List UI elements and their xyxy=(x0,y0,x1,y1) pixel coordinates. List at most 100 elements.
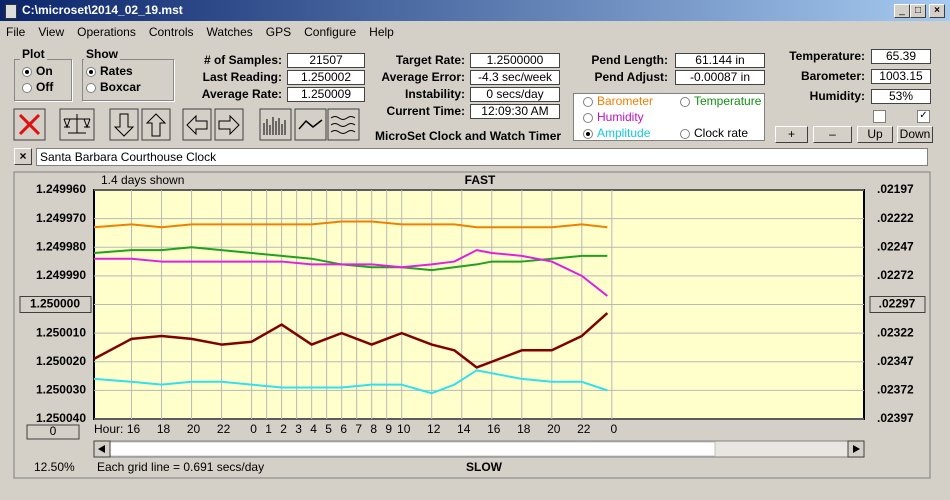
menu-item[interactable]: File xyxy=(6,25,26,39)
menu-item[interactable]: Configure xyxy=(304,25,357,39)
arrow-icon xyxy=(98,445,105,453)
x-tick-label: 14 xyxy=(457,422,471,436)
field-value: 1.250009 xyxy=(287,87,365,102)
menu-item[interactable]: GPS xyxy=(265,25,292,39)
field-label: Average Error: xyxy=(381,70,465,84)
radio[interactable] xyxy=(680,128,690,139)
line-view-button[interactable] xyxy=(294,108,327,141)
balance-button[interactable] xyxy=(59,108,95,141)
x-tick-label: 4 xyxy=(310,422,317,436)
show-boxcar[interactable]: Boxcar xyxy=(86,80,141,94)
field-value: 1.2500000 xyxy=(470,53,560,68)
chart-footer: SLOW xyxy=(466,460,503,474)
field-label: Last Reading: xyxy=(202,70,282,84)
app-icon xyxy=(5,4,17,19)
x-tick-label: 0 xyxy=(250,422,257,436)
y-tick-label: 1.249970 xyxy=(36,211,86,225)
radio[interactable] xyxy=(583,128,593,139)
title-bar xyxy=(0,0,950,21)
series-line xyxy=(93,369,608,395)
y2-tick-label: .02197 xyxy=(877,182,914,196)
plot-off[interactable]: Off xyxy=(22,80,53,94)
grid-note: Each grid line = 0.691 secs/day xyxy=(97,460,264,474)
adjust-button[interactable]: – xyxy=(813,126,852,143)
menu-item[interactable]: Controls xyxy=(148,25,194,39)
graph-option[interactable]: Humidity xyxy=(583,110,644,124)
option-label: Amplitude xyxy=(597,126,651,140)
plot-on[interactable]: On xyxy=(22,64,53,78)
x-tick-label: 5 xyxy=(325,422,332,436)
adjust-button[interactable]: Down xyxy=(897,126,933,143)
clock-name-field[interactable]: Santa Barbara Courthouse Clock xyxy=(36,148,928,166)
option-label: Off xyxy=(36,80,54,94)
graph-option[interactable]: Amplitude xyxy=(583,126,650,140)
x-tick-label: 20 xyxy=(187,422,201,436)
y-tick-label: 1.249980 xyxy=(36,239,86,253)
menu-item[interactable]: Help xyxy=(369,25,394,39)
offset-button-label: 0 xyxy=(50,424,57,438)
menu-item[interactable]: View xyxy=(38,25,65,39)
show-rates[interactable]: Rates xyxy=(86,64,133,78)
graph-option[interactable]: Barometer xyxy=(583,94,653,108)
app-name: MicroSet Clock and Watch Timer xyxy=(375,129,562,143)
close-button[interactable]: × xyxy=(929,4,945,18)
menu-item[interactable]: Watches xyxy=(206,25,253,39)
scroll-thumb[interactable] xyxy=(109,441,716,457)
field-value: 65.39 xyxy=(871,49,931,64)
plot-group-label: Plot xyxy=(20,47,47,61)
graph-option[interactable]: Clock rate xyxy=(680,126,748,140)
option-label: Temperature xyxy=(694,94,762,108)
checkbox[interactable] xyxy=(873,110,886,123)
right-button[interactable] xyxy=(214,108,244,141)
show-group-label: Show xyxy=(84,47,120,61)
x-tick-label: 12 xyxy=(427,422,441,436)
x-tick-label: 18 xyxy=(517,422,531,436)
field-value: 21507 xyxy=(287,53,365,68)
checkbox-checked[interactable]: ✓ xyxy=(917,110,930,123)
field-value: -0.00087 in xyxy=(675,70,765,85)
minimize-button[interactable]: _ xyxy=(894,4,910,18)
x-tick-label: 10 xyxy=(397,422,411,436)
maximize-button[interactable]: □ xyxy=(910,4,926,18)
radio[interactable] xyxy=(680,96,690,107)
x-tick-label: 7 xyxy=(355,422,362,436)
y-tick-label: 1.250010 xyxy=(36,325,86,339)
adjust-button[interactable]: Up xyxy=(857,126,893,143)
field-value: 0 secs/day xyxy=(470,87,560,102)
y-offset-button[interactable] xyxy=(19,296,92,313)
up-button[interactable] xyxy=(141,108,171,141)
y-tick-label: 1.249960 xyxy=(36,182,86,196)
field-label: Current Time: xyxy=(386,104,465,118)
radio[interactable] xyxy=(583,96,593,107)
y2-tick-label: .02372 xyxy=(877,383,914,397)
offset-button[interactable] xyxy=(26,424,80,440)
field-label: Pend Length: xyxy=(591,53,668,67)
close-clock-button[interactable]: × xyxy=(14,148,32,165)
graph-option[interactable]: Temperature xyxy=(680,94,761,108)
field-label: Instability: xyxy=(404,87,465,101)
multi-view-button[interactable] xyxy=(327,108,360,141)
y-tick-label: 1.250020 xyxy=(36,354,86,368)
down-button[interactable] xyxy=(109,108,139,141)
x-tick-label: 8 xyxy=(370,422,377,436)
y2-offset-button[interactable] xyxy=(869,296,926,313)
adjust-button[interactable]: + xyxy=(775,126,808,143)
menu-item[interactable]: Operations xyxy=(77,25,136,39)
y2-tick-label: .02322 xyxy=(877,325,914,339)
y2-tick-label: .02347 xyxy=(877,354,914,368)
left-button[interactable] xyxy=(182,108,212,141)
field-value: 1003.15 xyxy=(871,69,931,84)
field-value: -4.3 sec/week xyxy=(470,70,560,85)
y2-tick-label: .02397 xyxy=(877,411,914,425)
field-label: Barometer: xyxy=(800,69,865,83)
bars-view-button[interactable] xyxy=(259,108,292,141)
x-tick-label: 22 xyxy=(577,422,591,436)
radio[interactable] xyxy=(583,112,593,123)
option-label: Clock rate xyxy=(694,126,749,140)
chart-subtitle: 1.4 days shown xyxy=(101,173,184,187)
clear-button[interactable] xyxy=(13,108,46,141)
y-tick-label: 1.250000 xyxy=(30,297,80,311)
x-tick-label: 6 xyxy=(340,422,347,436)
